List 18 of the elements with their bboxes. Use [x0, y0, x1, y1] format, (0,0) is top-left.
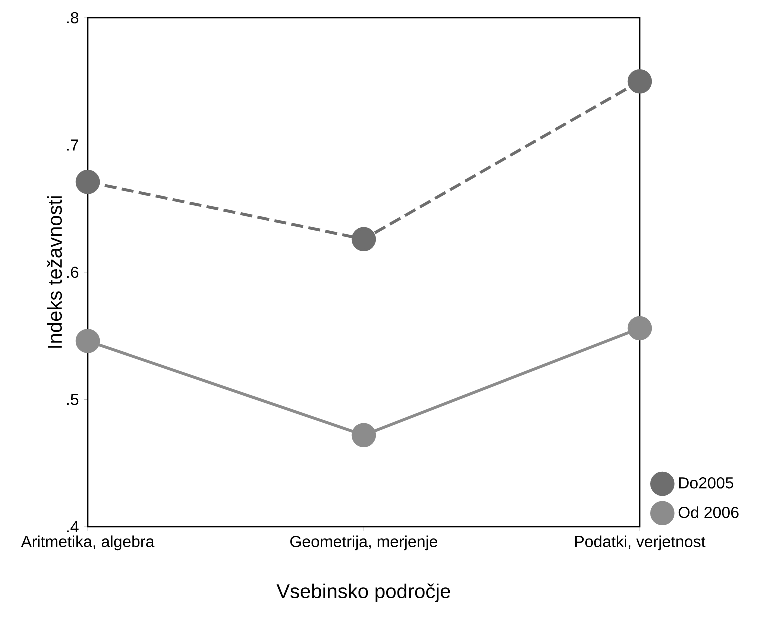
- y-tick-label: .7: [67, 140, 78, 151]
- y-tick-label: .8: [67, 12, 79, 24]
- y-axis-title: Indeks težavnosti: [47, 196, 62, 348]
- y-tick-label: .5: [67, 394, 79, 406]
- x-tick-label: Podatki, verjetnost: [576, 536, 706, 551]
- legend-label: Do2005: [679, 477, 734, 489]
- x-tick-label: Geometrija, merjenje: [290, 536, 438, 551]
- point: [628, 316, 652, 341]
- x-tick-label: Aritmetika, algebra: [21, 536, 155, 551]
- point: [76, 170, 100, 194]
- y-tick-label: .6: [67, 266, 79, 278]
- y-tick-label: .4: [67, 521, 79, 532]
- point: [628, 69, 652, 94]
- point: [352, 423, 376, 448]
- point: [76, 329, 100, 354]
- x-axis-title: Vsebinsko področje: [276, 584, 450, 602]
- legend-label: Od 2006: [678, 506, 739, 518]
- point: [352, 227, 376, 252]
